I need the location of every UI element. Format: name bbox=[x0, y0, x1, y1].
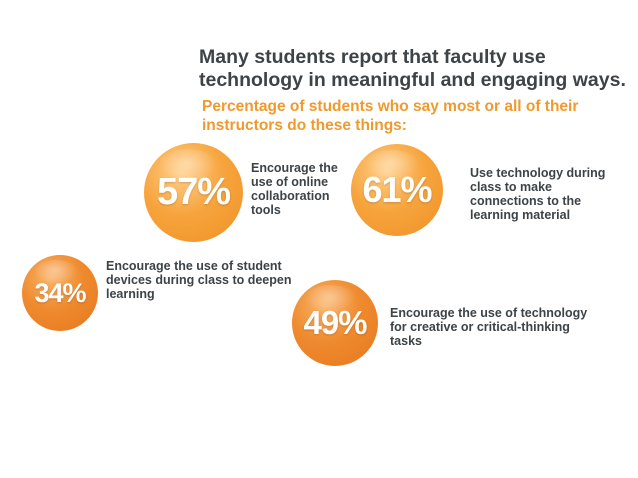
bubble-class-connections: 61% bbox=[351, 144, 443, 236]
data-label-creative-tasks: 49% bbox=[303, 304, 367, 341]
chart-subtitle: Percentage of students who say most or a… bbox=[202, 98, 579, 134]
item-label-collaboration-tools: Encourage the use of online collaboratio… bbox=[251, 161, 338, 217]
chart-title: Many students report that faculty use te… bbox=[199, 46, 626, 91]
data-label-class-connections: 61% bbox=[362, 169, 432, 210]
data-label-collaboration-tools: 57% bbox=[156, 171, 231, 213]
bubble-collaboration-tools: 57% bbox=[144, 143, 243, 242]
item-label-student-devices: Encourage the use of student devices dur… bbox=[106, 259, 292, 301]
bubble-student-devices: 34% bbox=[22, 255, 98, 331]
bubble-creative-tasks: 49% bbox=[292, 280, 378, 366]
item-label-creative-tasks: Encourage the use of technology for crea… bbox=[390, 306, 588, 348]
data-label-student-devices: 34% bbox=[34, 277, 86, 308]
item-label-class-connections: Use technology during class to make conn… bbox=[470, 166, 606, 222]
